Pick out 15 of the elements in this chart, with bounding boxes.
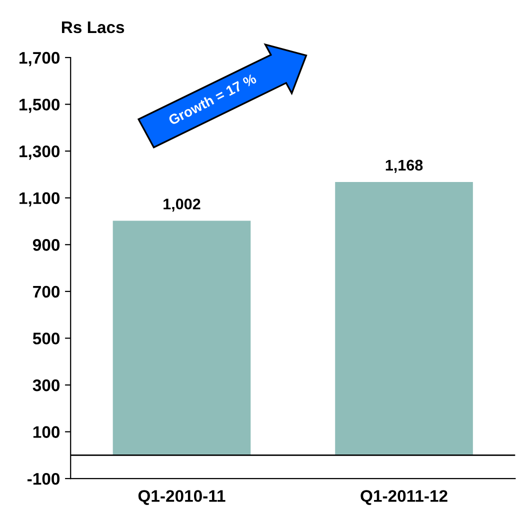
y-tick-label: 300 [32,379,60,392]
data-label: 1,168 [386,160,423,173]
y-tick-label: 900 [32,239,60,251]
data-label: 1,002 [164,198,200,212]
y-tick-label: 500 [32,332,60,344]
y-tick-label: 1,300 [20,145,60,160]
x-tick-label: Q1-2010-11 [138,490,226,506]
y-axis-title: Rs Lacs [62,22,124,34]
y-tick-label: 100 [33,426,60,438]
y-tick-label: 700 [33,286,60,298]
y-tick-label: 1,700 [20,52,60,66]
y-tick-label: -100 [27,472,60,485]
y-tick-label: 1,500 [20,98,60,113]
x-tick-label: Q1-2011-12 [360,490,448,506]
y-tick-label: 1,100 [20,192,60,206]
